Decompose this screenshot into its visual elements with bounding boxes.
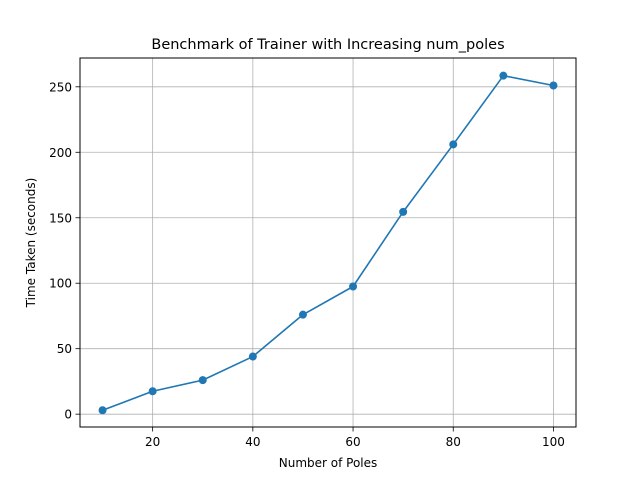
ticks: 20 40 60 80 100 0 50 100 150 200 250 — [49, 80, 565, 449]
x-tick-label: 60 — [345, 435, 360, 449]
x-tick-label: 40 — [245, 435, 260, 449]
y-tick-label: 0 — [64, 408, 72, 422]
data-point — [549, 81, 558, 90]
y-tick-label: 150 — [49, 211, 72, 225]
data-point — [298, 310, 307, 319]
grid — [80, 58, 576, 427]
data-point — [399, 207, 408, 216]
y-axis-label: Time Taken (seconds) — [24, 178, 38, 309]
data-point — [98, 406, 107, 415]
data-point — [499, 71, 508, 80]
data-point — [198, 376, 207, 385]
x-tick-label: 100 — [542, 435, 565, 449]
y-tick-label: 250 — [49, 80, 72, 94]
chart-title: Benchmark of Trainer with Increasing num… — [151, 37, 504, 53]
x-axis-label: Number of Poles — [279, 456, 378, 470]
data-point — [248, 352, 257, 361]
data-point — [148, 387, 157, 396]
y-tick-label: 100 — [49, 277, 72, 291]
plot-frame — [79, 57, 577, 428]
data-point — [449, 140, 458, 149]
data-point — [349, 282, 358, 291]
x-tick-label: 20 — [145, 435, 160, 449]
series-line — [102, 74, 554, 411]
x-tick-label: 80 — [446, 435, 461, 449]
y-tick-label: 200 — [49, 146, 72, 160]
series-layer — [98, 71, 558, 415]
y-tick-label: 50 — [57, 342, 72, 356]
